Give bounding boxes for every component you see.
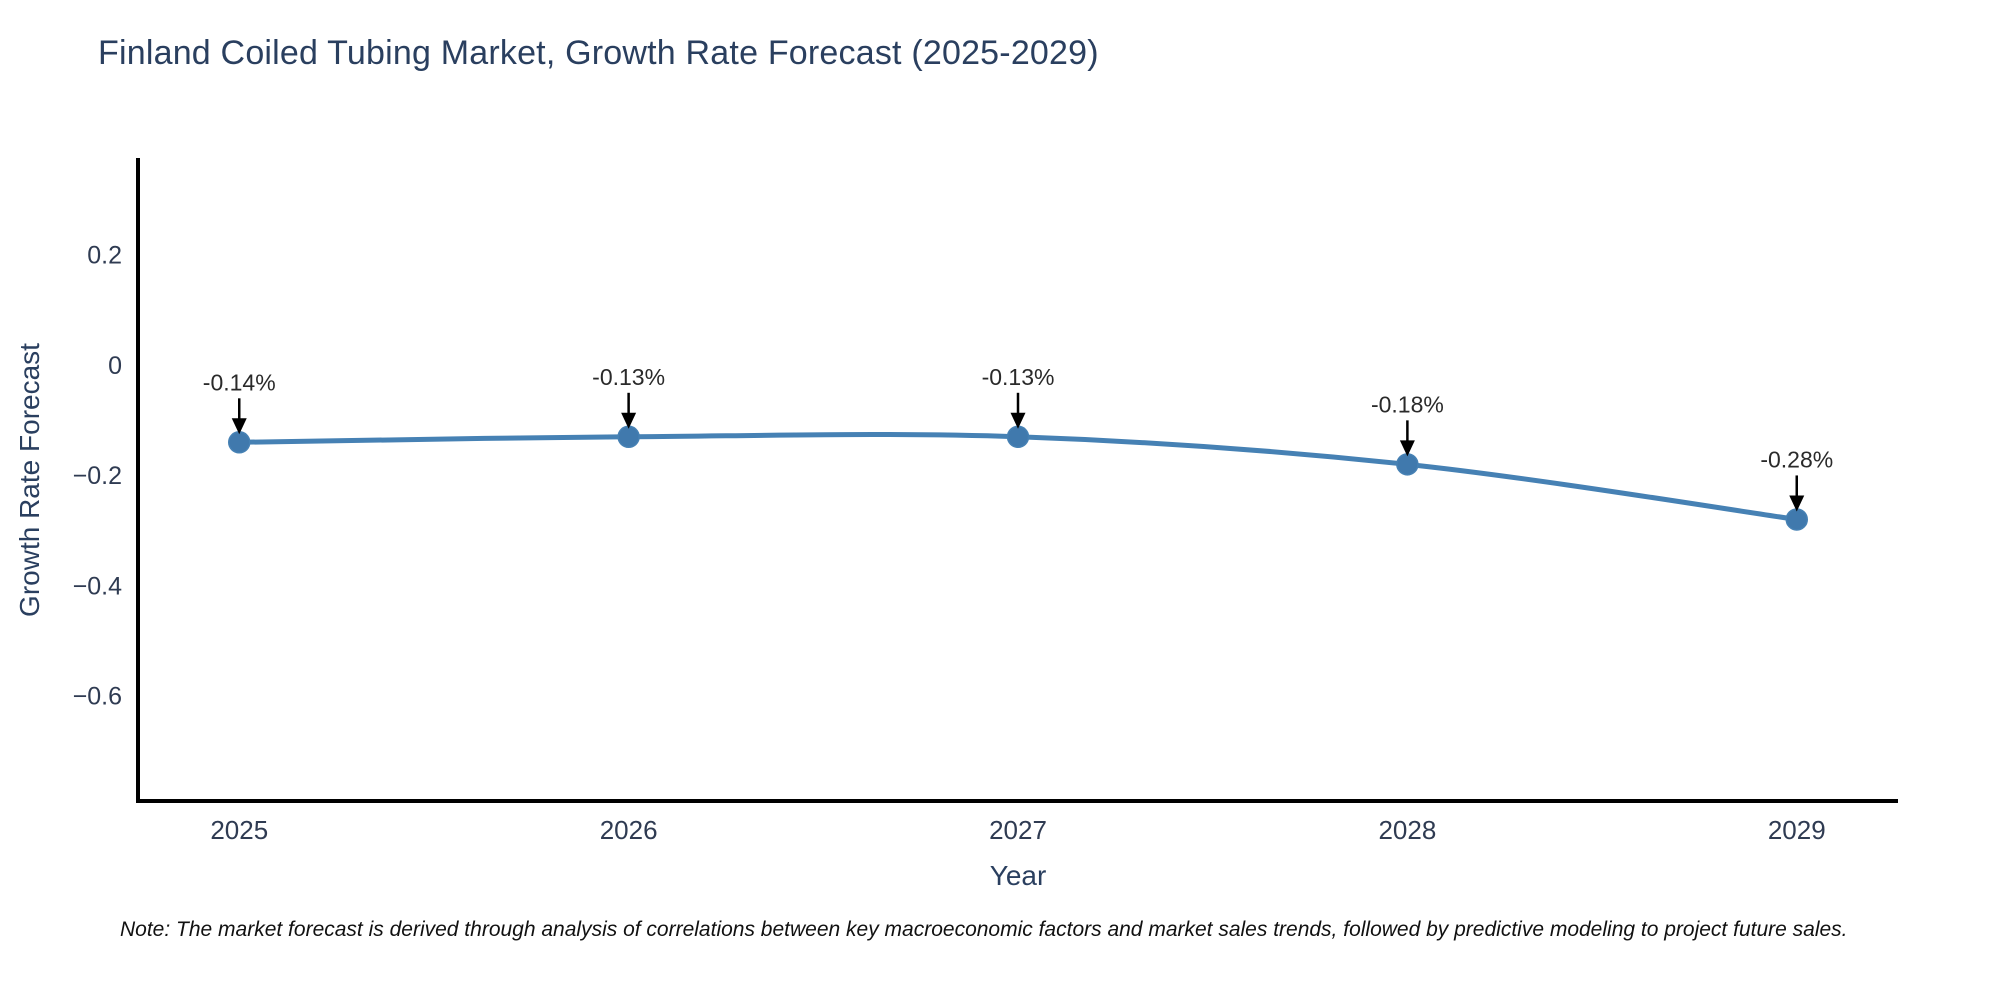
annotation-label: -0.18%	[1371, 391, 1444, 417]
annotation-label: -0.13%	[982, 364, 1055, 390]
annotation-label: -0.13%	[592, 364, 665, 390]
x-axis-title: Year	[989, 860, 1047, 891]
x-tick-label: 2029	[1768, 815, 1826, 845]
data-point-marker	[1006, 425, 1030, 449]
data-point-marker	[1785, 508, 1809, 531]
data-point-marker	[227, 431, 251, 454]
footnote: Note: The market forecast is derived thr…	[120, 918, 1848, 941]
x-tick-label: 2025	[210, 815, 268, 845]
annotation-arrowhead-icon	[231, 418, 247, 435]
y-tick-label: 0	[108, 352, 122, 380]
x-tick-label: 2028	[1378, 815, 1436, 845]
annotation-label: -0.14%	[203, 369, 276, 395]
y-tick-label: 0.2	[87, 242, 122, 270]
y-tick-label: −0.6	[73, 683, 122, 711]
data-point-marker	[617, 425, 640, 449]
annotation-arrowhead-icon	[621, 412, 637, 429]
annotation-label: -0.28%	[1760, 446, 1833, 472]
y-tick-label: −0.2	[73, 462, 122, 490]
y-axis-title: Growth Rate Forecast	[14, 343, 45, 617]
x-tick-label: 2027	[989, 815, 1047, 845]
y-tick-label: −0.4	[73, 572, 122, 600]
x-tick-label: 2026	[600, 815, 658, 845]
annotation-arrowhead-icon	[1010, 412, 1026, 429]
annotation-arrowhead-icon	[1399, 440, 1415, 457]
annotation-arrowhead-icon	[1789, 495, 1805, 512]
data-point-marker	[1396, 453, 1419, 476]
chart-title: Finland Coiled Tubing Market, Growth Rat…	[98, 34, 1099, 72]
